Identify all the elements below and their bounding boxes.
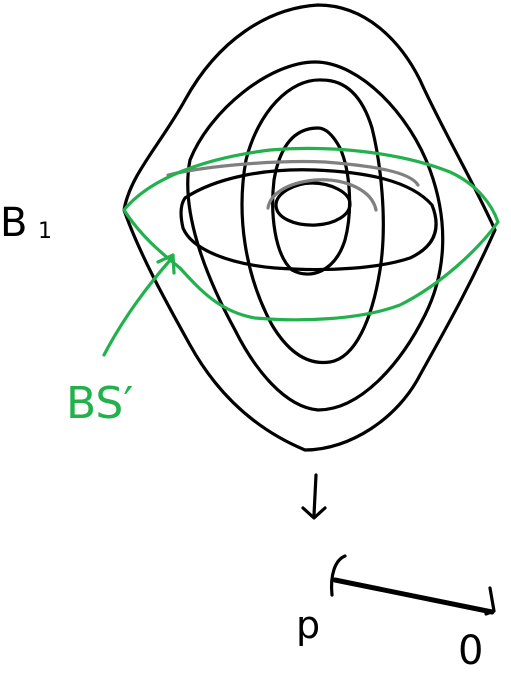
interval-line	[332, 577, 495, 615]
contour-3	[240, 78, 385, 365]
green-outline	[122, 146, 500, 322]
contour-5	[274, 181, 352, 227]
interval-right-bracket	[484, 586, 496, 616]
interval-left-bracket	[329, 554, 347, 597]
label-b1: B	[0, 200, 27, 246]
label-zero: 0	[458, 628, 483, 674]
contour-2	[186, 60, 445, 412]
gray-contours	[166, 159, 420, 212]
bs-prime-pointer	[102, 256, 174, 357]
contour-6	[179, 168, 438, 272]
interval-segment	[329, 554, 496, 616]
down-arrow-icon	[301, 473, 327, 520]
gray-contour-inner	[266, 178, 378, 212]
bs-prime-arrowhead	[156, 253, 176, 275]
label-b1-subscript: 1	[38, 219, 52, 244]
green-outline-group	[102, 146, 500, 357]
black-contours	[122, 3, 497, 452]
label-p: p	[296, 603, 320, 647]
label-bs-prime: BS′	[66, 378, 133, 429]
contour-outer	[122, 3, 497, 452]
gray-contour-outer	[166, 159, 420, 187]
